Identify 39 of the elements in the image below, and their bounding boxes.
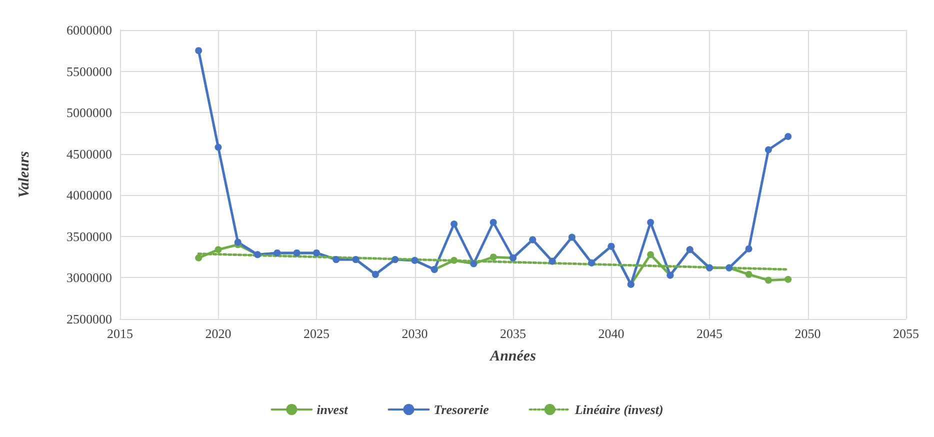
x-axis-title: Années [489,348,536,364]
point [745,245,752,252]
legend-label: Tresorerie [434,402,490,417]
y-tick-label: 6000000 [66,22,112,38]
point [784,133,792,140]
point [764,276,772,284]
x-tick-label: 2035 [500,326,526,341]
y-tick-label: 5000000 [66,105,112,120]
point [490,218,497,226]
x-tick-label: 2020 [205,326,232,341]
x-tick-label: 2025 [304,326,330,341]
x-tick-label: 2030 [402,326,428,341]
point [784,276,792,283]
point [764,146,772,154]
point [450,220,458,228]
y-tick-label: 4500000 [66,146,112,162]
x-tick-label: 2015 [107,326,133,341]
y-tick-label: 4000000 [66,188,112,203]
legend-label: invest [316,402,348,417]
x-tick-label: 2040 [598,326,624,341]
x-tick-label: 2050 [794,326,821,341]
y-tick-label: 5500000 [66,64,112,79]
point [450,256,458,264]
x-tick-label: 2055 [893,326,919,341]
legend-label: Linéaire (invest) [574,402,664,417]
point [234,238,242,246]
y-axis-title: Valeurs [16,150,32,198]
point [214,246,222,254]
point [195,254,202,262]
point [647,218,654,226]
y-tick-label: 3000000 [66,270,112,286]
point [745,270,752,278]
point [214,144,222,151]
y-tick-label: 2500000 [66,312,112,326]
point [490,254,497,261]
point [647,251,654,258]
point [195,47,202,54]
x-tick-label: 2045 [696,326,722,341]
y-tick-label: 3500000 [66,228,112,244]
